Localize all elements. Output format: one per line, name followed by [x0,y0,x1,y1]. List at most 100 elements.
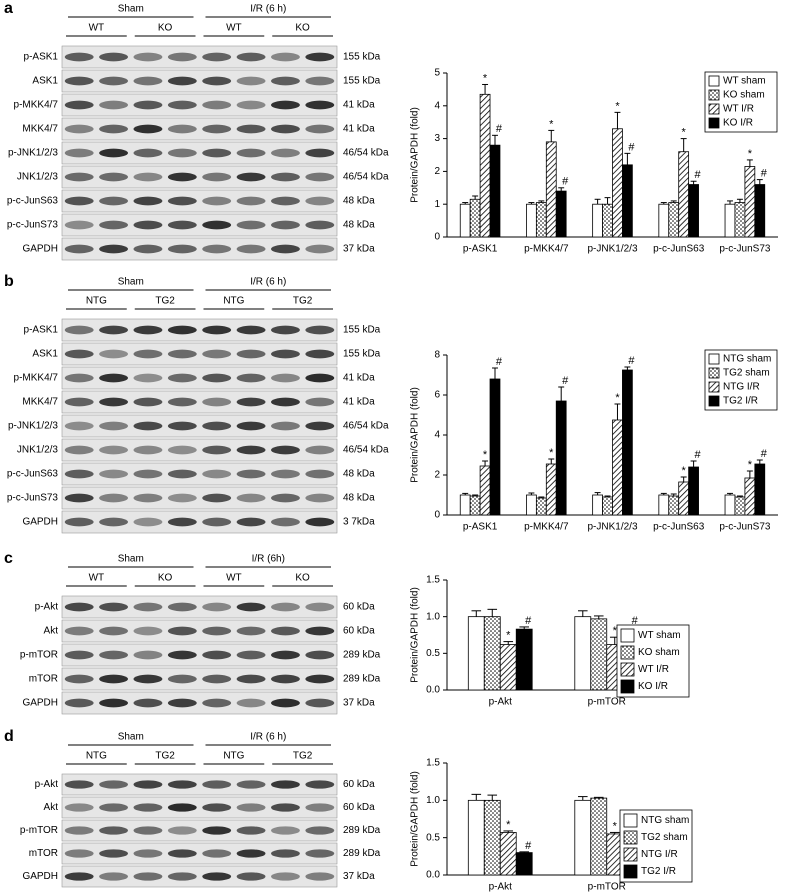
error-bar [746,159,753,167]
legend-label: KO sham [638,647,680,658]
legend-swatch [620,628,635,643]
blot-strip [61,117,338,141]
y-tick-label: 8 [434,350,440,361]
blot-band [305,803,335,812]
group-label: I/R (6h) [252,554,285,565]
blot-band [133,445,163,455]
legend-swatch [623,864,638,879]
blot-band [202,244,232,254]
blot-band [236,493,266,503]
blot-strip [61,796,338,819]
significance-mark: * [748,148,753,160]
y-tick-label: 1.0 [426,795,440,806]
significance-mark: * [506,819,511,831]
blot-band [133,849,163,858]
blot-band [167,803,197,812]
blot-band [99,100,128,110]
bar [515,852,533,876]
bar [678,151,690,238]
blot-band [99,872,128,881]
bar [483,799,501,876]
blot-band [236,849,266,858]
blot-band [271,650,300,660]
blot-band [167,421,197,431]
blot-band [236,349,266,359]
lane-label: NTG [223,296,244,307]
blot-band [133,602,163,612]
blot-strip [61,141,338,165]
error-bar [670,493,677,496]
error-bar [604,197,611,205]
size-label: 60 kDa [343,602,375,613]
blot-strip [61,510,338,534]
blot-strip [61,773,338,796]
blot-band [133,373,163,383]
error-bar [680,138,687,152]
blot-band [202,397,232,407]
blot-band [202,698,232,708]
blot-band [271,148,300,158]
blot-band [133,100,163,110]
blot-band [64,52,94,62]
blot-band [271,100,300,110]
blot-band [133,52,163,62]
blot-band [271,196,300,206]
bar [668,202,680,238]
significance-mark: # [632,615,639,627]
blot-band [202,803,232,812]
blot-band [167,325,197,335]
blot-band [236,196,266,206]
bar [678,481,690,516]
blot-band [99,650,128,660]
blot-band [202,325,232,335]
blot-band [271,826,300,835]
blot-band [99,602,128,612]
bar [602,203,613,238]
bar [734,202,746,238]
error-bar [472,494,479,496]
row-label: ASK1 [32,349,58,360]
size-label: 155 kDa [343,325,381,336]
x-tick-label: p-mTOR [588,882,626,893]
lane-label: WT [89,573,105,584]
y-axis-label: Protein/GAPDH (fold) [410,587,421,683]
blot-band [64,849,94,858]
blot-band [64,349,94,359]
panel-letter: c [4,550,13,567]
error-bar [577,796,588,801]
error-bar [462,202,469,205]
lane-label: NTG [223,751,244,762]
y-tick-label: 0 [434,232,440,243]
row-label: GAPDH [22,698,58,709]
lane-label: TG2 [155,751,175,762]
blot-band [305,517,335,527]
bar [467,799,485,876]
row-label: GAPDH [22,517,58,528]
significance-mark: # [695,449,702,461]
size-label: 289 kDa [343,848,381,859]
lane-label: WT [226,573,242,584]
blot-band [202,650,232,660]
size-label: 48 kDa [343,196,375,207]
y-axis-label: Protein/GAPDH (fold) [410,107,421,203]
bar [574,616,592,691]
blot-strip [61,842,338,865]
error-bar [577,610,588,617]
x-tick-label: p-MKK4/7 [524,522,569,533]
blot-band [305,148,335,158]
blot-band [236,148,266,158]
blot-strip [61,819,338,842]
error-bar [594,198,601,205]
blot-band [99,244,128,254]
blot-band [133,349,163,359]
error-bar [471,793,482,801]
significance-mark: * [615,100,620,112]
size-label: 37 kDa [343,244,375,255]
significance-mark: * [682,465,687,477]
blot-band [167,100,197,110]
blot-band [64,602,94,612]
bar [590,618,608,691]
legend-label: TG2 sham [641,832,688,843]
blot-band [167,650,197,660]
blot-band [271,220,300,230]
